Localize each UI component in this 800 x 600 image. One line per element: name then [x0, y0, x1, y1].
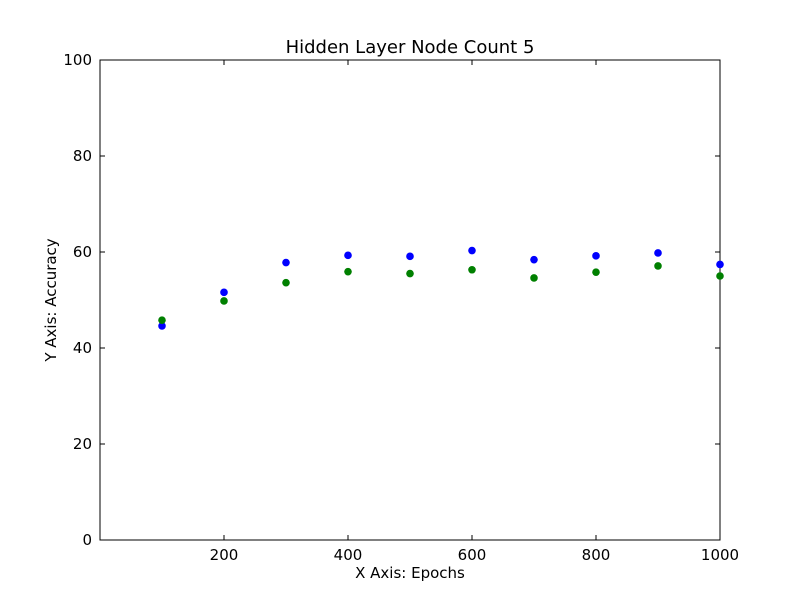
data-point-series-2 — [654, 262, 662, 270]
data-point-series-1 — [282, 258, 290, 267]
y-tick-label: 40 — [73, 339, 92, 357]
y-axis-label: Y Axis: Accuracy — [42, 238, 60, 362]
data-point-series-2 — [282, 278, 290, 287]
data-point-series-1 — [468, 246, 476, 255]
x-tick-label: 800 — [582, 546, 611, 564]
y-tick-label: 60 — [73, 243, 92, 261]
data-point-series-2 — [592, 268, 600, 276]
y-tick-label: 0 — [82, 531, 92, 549]
data-point-series-2 — [406, 269, 414, 278]
y-tick-label: 20 — [73, 435, 92, 453]
data-point-series-2 — [158, 316, 166, 324]
x-tick-label: 600 — [458, 546, 487, 564]
data-point-series-1 — [344, 251, 352, 260]
data-point-series-1 — [220, 288, 228, 297]
y-tick-label: 100 — [63, 51, 92, 69]
data-point-series-2 — [220, 297, 228, 305]
plot-area — [99, 59, 721, 541]
data-point-series-2 — [468, 265, 476, 274]
y-tick-label: 80 — [73, 147, 92, 165]
data-point-series-2 — [530, 274, 538, 282]
data-point-series-1 — [592, 252, 600, 260]
data-point-series-2 — [344, 267, 352, 276]
data-point-series-1 — [158, 322, 166, 330]
x-tick-label: 1000 — [701, 546, 739, 564]
data-point-series-1 — [716, 260, 724, 269]
data-point-series-2 — [716, 272, 724, 280]
x-tick-label: 400 — [334, 546, 363, 564]
chart-title: Hidden Layer Node Count 5 — [286, 37, 535, 58]
x-axis-label: X Axis: Epochs — [355, 564, 465, 582]
data-point-series-1 — [654, 249, 662, 257]
data-point-series-1 — [530, 255, 538, 264]
x-tick-label: 200 — [210, 546, 239, 564]
data-point-series-1 — [406, 252, 414, 261]
